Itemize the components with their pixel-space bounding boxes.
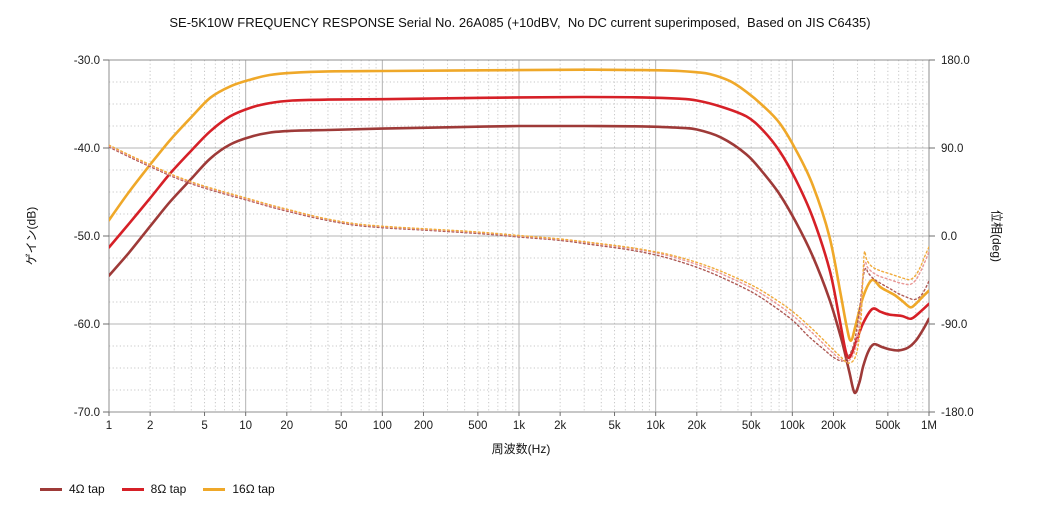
x-tick-label: 50k [742, 420, 761, 432]
y-right-tick-label: 90.0 [941, 143, 963, 155]
y-axis-title-gain: ゲイン(dB) [24, 206, 39, 266]
gain-curve-4ohm [109, 124, 929, 395]
x-tick-label: 100k [780, 420, 805, 432]
y-left-tick-label: -50.0 [74, 231, 100, 243]
x-tick-label: 2 [147, 420, 153, 432]
x-tick-label: 1M [921, 420, 937, 432]
x-tick-label: 100 [373, 420, 392, 432]
x-tick-label: 50 [335, 420, 348, 432]
x-tick-label: 200k [821, 420, 846, 432]
x-tick-label: 10 [239, 420, 252, 432]
x-tick-label: 500k [875, 420, 900, 432]
phase-curve-16ohm [109, 144, 929, 364]
legend-item-4ohm: 4Ω tap [40, 482, 105, 496]
legend: 4Ω tap 8Ω tap 16Ω tap [40, 482, 275, 496]
x-tick-label: 500 [468, 420, 487, 432]
tick-marks [103, 59, 935, 416]
legend-label-16ohm: 16Ω tap [232, 482, 275, 496]
y-right-tick-label: -180.0 [941, 407, 974, 419]
tick-labels: -30.0 -40.0 -50.0 -60.0 -70.0 180.0 90.0 0.0 -90… [74, 55, 974, 432]
y-left-tick-label: -30.0 [74, 55, 100, 67]
gain-curve-16ohm [109, 68, 929, 342]
grid-minor [109, 60, 929, 412]
gain-curve-8ohm [109, 95, 929, 360]
y-right-tick-label: 180.0 [941, 55, 970, 67]
y-right-tick-label: -90.0 [941, 319, 967, 331]
x-tick-label: 5 [201, 420, 207, 432]
y-right-tick-label: 0.0 [941, 231, 957, 243]
y-left-tick-label: -40.0 [74, 143, 100, 155]
x-tick-label: 1k [513, 420, 525, 432]
legend-swatch-4ohm [40, 487, 62, 491]
x-tick-label: 10k [646, 420, 665, 432]
phase-curve-8ohm [109, 145, 929, 363]
legend-label-8ohm: 8Ω tap [150, 482, 187, 496]
x-axis-title-frequency: 周波数(Hz) [491, 442, 551, 456]
x-tick-label: 5k [608, 420, 620, 432]
curves [109, 68, 929, 395]
y-left-tick-label: -60.0 [74, 319, 100, 331]
x-tick-label: 1 [106, 420, 112, 432]
y-axis-title-phase: 位相(deg) [989, 209, 1004, 263]
x-tick-label: 20 [280, 420, 293, 432]
chart-title: SE-5K10W FREQUENCY RESPONSE Serial No. 2… [169, 15, 871, 30]
phase-curve-4ohm [109, 146, 929, 362]
x-tick-label: 200 [414, 420, 433, 432]
x-tick-label: 20k [688, 420, 707, 432]
legend-swatch-8ohm [121, 487, 144, 491]
y-left-tick-label: -70.0 [74, 407, 100, 419]
legend-label-4ohm: 4Ω tap [69, 482, 105, 496]
legend-item-8ohm: 8Ω tap [121, 482, 187, 496]
legend-item-16ohm: 16Ω tap [203, 482, 275, 496]
x-tick-label: 2k [554, 420, 566, 432]
legend-swatch-16ohm [203, 487, 226, 491]
